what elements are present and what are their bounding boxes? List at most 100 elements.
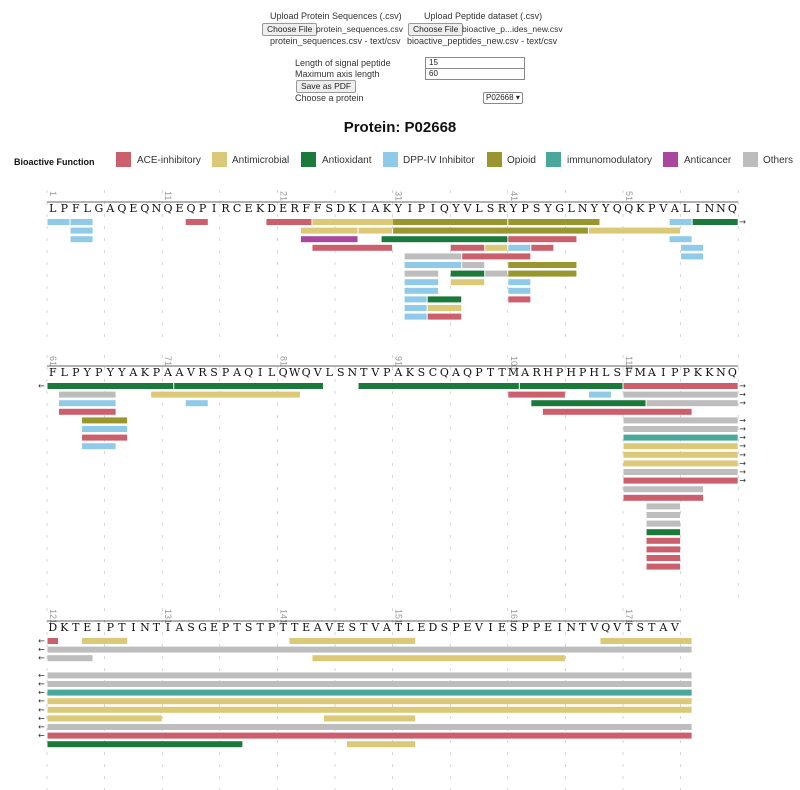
residue-letter: E (337, 621, 345, 634)
peptide-bar (508, 296, 531, 303)
residue-letter: P (521, 621, 529, 634)
residue-letter: S (325, 202, 333, 215)
continue-left-arrow-icon: ← (38, 637, 45, 646)
residue-letter: L (683, 202, 691, 215)
residue-letter: Y (509, 202, 518, 215)
residue-letter: T (72, 621, 80, 634)
residue-letter: Y (543, 202, 552, 215)
residue-letter: P (72, 366, 80, 379)
continue-right-arrow-icon: → (739, 476, 746, 485)
residue-letter: D (48, 621, 57, 634)
peptide-bar (427, 296, 462, 303)
residue-letter: P (475, 366, 483, 379)
residue-letter: V (370, 621, 380, 634)
peptide-bar (82, 417, 128, 424)
axis-tick-label: 161 (509, 609, 519, 624)
peptide-bar (646, 503, 681, 510)
legend-swatch-opioid (487, 152, 502, 167)
residue-letter: I (488, 621, 492, 634)
peptide-choose-file-button[interactable]: Choose File (408, 23, 464, 36)
residue-letter: Y (394, 202, 403, 215)
continue-left-arrow-icon: ← (38, 382, 45, 391)
residue-letter: K (141, 366, 150, 379)
peptide-bar (47, 383, 174, 389)
residue-letter: P (95, 366, 103, 379)
legend-label-ace: ACE-inhibitory (137, 155, 201, 166)
continue-right-arrow-icon: → (739, 433, 746, 442)
residue-letter: Q (728, 366, 737, 379)
residue-letter: T (256, 621, 264, 634)
peptide-bar (47, 681, 692, 687)
residue-letter: S (210, 366, 218, 379)
residue-letter: H (543, 366, 553, 379)
residue-letter: S (187, 621, 195, 634)
peptide-bar (289, 638, 416, 644)
residue-letter: I (166, 621, 170, 634)
residue-letter: F (314, 202, 322, 215)
peptide-bar (393, 227, 588, 234)
residue-letter: E (463, 621, 471, 634)
peptide-bar (427, 313, 462, 320)
residue-letter: L (602, 366, 610, 379)
residue-letter: A (370, 202, 380, 215)
residue-letter: K (705, 366, 714, 379)
residue-letter: K (694, 366, 703, 379)
residue-letter: G (94, 202, 103, 215)
peptide-bar (646, 520, 681, 527)
residue-letter: Q (728, 202, 737, 215)
save-pdf-button[interactable]: Save as PDF (296, 80, 357, 93)
residue-letter: Y (106, 366, 115, 379)
protein-upload-label: Upload Protein Sequences (.csv) (270, 11, 402, 21)
residue-letter: A (128, 366, 138, 379)
residue-letter: N (152, 202, 162, 215)
peptide-bar (82, 434, 128, 441)
residue-letter: L (568, 202, 576, 215)
peptide-bar (681, 244, 704, 251)
residue-letter: P (153, 366, 161, 379)
continue-right-arrow-icon: → (739, 459, 746, 468)
residue-letter: Y (451, 202, 460, 215)
peptide-bar (47, 706, 692, 713)
max-axis-input[interactable]: 60 (425, 68, 525, 80)
residue-letter: P (671, 366, 679, 379)
residue-letter: S (441, 621, 449, 634)
peptide-bar (623, 443, 738, 450)
peptide-bar (47, 672, 692, 679)
residue-letter: I (362, 202, 366, 215)
residue-letter: P (383, 366, 391, 379)
axis-tick-label: 151 (394, 609, 404, 624)
residue-letter: L (49, 202, 57, 215)
residue-letter: F (302, 202, 310, 215)
residue-letter: D (336, 202, 345, 215)
peptide-bar (312, 219, 404, 225)
residue-letter: T (360, 621, 368, 634)
peptide-bar (404, 253, 462, 260)
peptide-bar (623, 469, 738, 475)
peptide-bar (185, 400, 208, 407)
peptide-bar (47, 638, 59, 644)
axis-tick-label: 21 (278, 191, 288, 201)
residue-letter: S (418, 366, 426, 379)
residue-letter: A (232, 366, 242, 379)
residue-letter: R (532, 366, 541, 379)
peptide-bar (450, 244, 485, 251)
residue-letter: V (658, 202, 668, 215)
residue-letter: A (451, 366, 461, 379)
residue-letter: L (326, 366, 334, 379)
peptide-bar (669, 219, 692, 225)
residue-letter: L (268, 366, 276, 379)
peptide-bar (404, 296, 427, 303)
residue-letter: D (429, 621, 438, 634)
protein-file-name: protein_sequences.csv (316, 24, 403, 34)
peptide-bar (70, 236, 93, 243)
residue-letter: S (613, 366, 621, 379)
residue-letter: A (520, 366, 530, 379)
residue-letter: P (683, 366, 691, 379)
protein-select[interactable]: P02668 ▾ (483, 92, 523, 104)
peptide-bar (70, 227, 93, 234)
peptide-bar (669, 236, 692, 243)
legend-swatch-antimicrobial (212, 152, 227, 167)
peptide-bar (508, 262, 577, 268)
protein-choose-file-button[interactable]: Choose File (262, 23, 318, 36)
